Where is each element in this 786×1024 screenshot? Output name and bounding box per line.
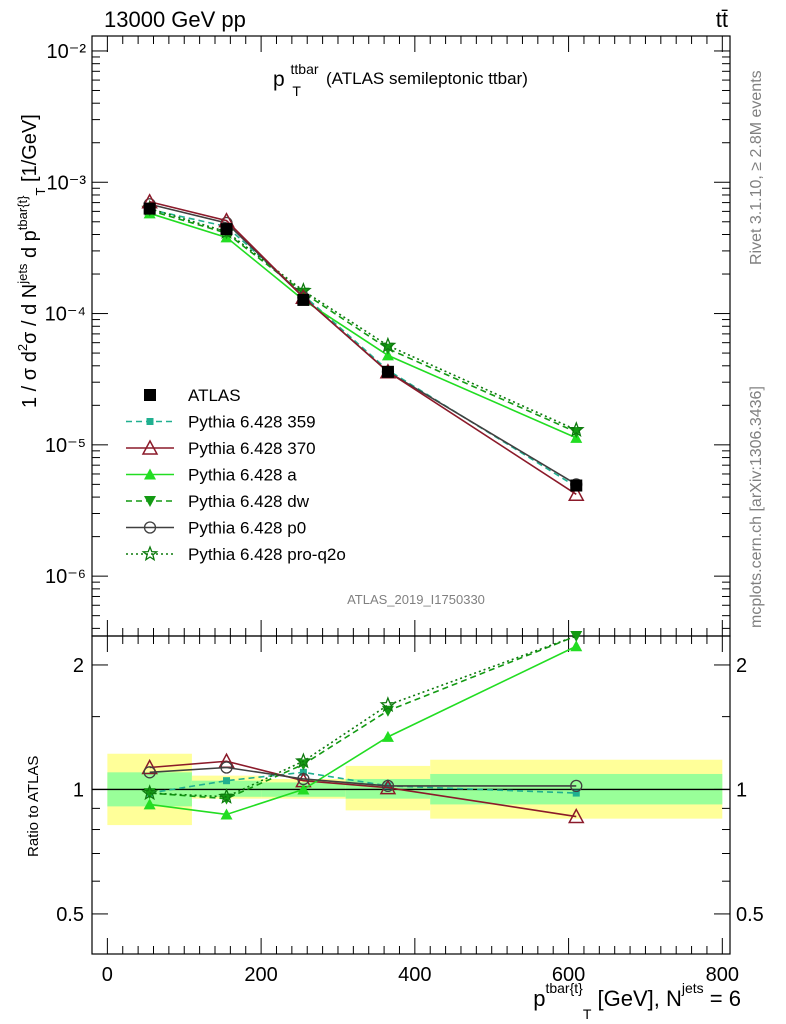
main-ytick-label: 10⁻³ bbox=[47, 172, 87, 194]
ratio-data-point bbox=[143, 798, 156, 810]
legend-label: Pythia 6.428 359 bbox=[188, 413, 316, 432]
ratio-data-point bbox=[297, 772, 310, 786]
title-sup: ttbar bbox=[291, 61, 319, 77]
ratio-data-point bbox=[297, 783, 310, 795]
ratio-series-line bbox=[149, 766, 577, 787]
main-data-point bbox=[297, 293, 310, 306]
legend-label: Pythia 6.428 a bbox=[188, 466, 297, 485]
ratio-ylabel: Ratio to ATLAS bbox=[25, 756, 42, 857]
main-data-point bbox=[379, 336, 397, 353]
legend-label: Pythia 6.428 dw bbox=[188, 492, 310, 511]
ratio-xtick-label: 200 bbox=[244, 964, 277, 986]
ratio-data-point bbox=[568, 807, 585, 824]
legend-marker bbox=[144, 389, 156, 401]
main-ytick-label: 10⁻⁶ bbox=[45, 566, 86, 588]
main-data-point bbox=[381, 349, 394, 361]
ratio-data-point bbox=[141, 758, 158, 775]
main-ytick-label: 10⁻² bbox=[47, 41, 87, 63]
ratio-data-point bbox=[223, 777, 231, 785]
ratio-ytick-label-left: 0.5 bbox=[56, 904, 84, 926]
plot-title: p ttbar T bbox=[273, 56, 324, 99]
ratio-data-point bbox=[572, 789, 580, 797]
ratio-ytick-label-right: 2 bbox=[736, 655, 747, 677]
main-series-line bbox=[149, 207, 577, 431]
legend-marker bbox=[143, 521, 157, 534]
ratio-data-point bbox=[570, 640, 583, 652]
main-ylabel: 1 / σ d2σ / d Njets d ptbar{t}T [1/GeV] bbox=[15, 114, 48, 408]
mcplots-reference-label: mcplots.cern.ch [arXiv:1306.3436] bbox=[748, 386, 765, 628]
ratio-ytick-label-left: 2 bbox=[73, 655, 84, 677]
ratio-series-group bbox=[141, 631, 585, 824]
title-main: p bbox=[273, 68, 285, 91]
legend-label: Pythia 6.428 p0 bbox=[188, 519, 306, 538]
analysis-id-label: ATLAS_2019_I1750330 bbox=[347, 592, 485, 607]
ratio-data-point bbox=[143, 766, 156, 779]
title-sub: T bbox=[292, 83, 301, 99]
legend-marker bbox=[146, 418, 154, 425]
legend-marker bbox=[141, 545, 159, 562]
main-data-point bbox=[381, 365, 394, 378]
main-data-point bbox=[220, 223, 233, 236]
ratio-data-point bbox=[381, 730, 394, 742]
ratio-ytick-label-right: 1 bbox=[736, 779, 747, 801]
rivet-version-label: Rivet 3.1.10, ≥ 2.8M events bbox=[748, 70, 765, 265]
ratio-series-line bbox=[149, 635, 577, 798]
main-data-point bbox=[294, 281, 312, 298]
ratio-data-point bbox=[379, 696, 397, 713]
main-ytick-label: 10⁻⁵ bbox=[45, 435, 86, 457]
ratio-xlabel: ptbar{t}T [GeV], Njets = 6 bbox=[533, 980, 741, 1022]
main-data-point bbox=[567, 421, 585, 437]
ratio-xtick-label: 400 bbox=[398, 964, 431, 986]
energy-label: 13000 GeV pp bbox=[104, 7, 246, 32]
ratio-data-point bbox=[220, 808, 233, 820]
ratio-data-point bbox=[570, 779, 583, 793]
main-data-point bbox=[143, 202, 156, 215]
legend-marker bbox=[144, 468, 156, 480]
ratio-data-point bbox=[220, 761, 233, 774]
legend-marker bbox=[144, 496, 156, 507]
main-series-line bbox=[149, 209, 577, 433]
legend-label: Pythia 6.428 pro-q2o bbox=[188, 545, 346, 564]
ratio-data-point bbox=[381, 779, 395, 793]
main-axis-ticks: 10⁻⁶ 10⁻⁵ 10⁻⁴ 10⁻³ 10⁻² bbox=[45, 36, 730, 636]
process-label: tt̄ bbox=[716, 7, 728, 32]
ratio-xtick-label: 800 bbox=[706, 964, 739, 986]
main-series-group bbox=[141, 193, 585, 502]
ratio-axis-ticks: 0.5 0.5 1 1 2 2 0 200 400 600 800 bbox=[56, 636, 764, 986]
main-data-point bbox=[570, 479, 583, 492]
ratio-ytick-label-right: 0.5 bbox=[736, 904, 764, 926]
main-ytick-label: 10⁻⁴ bbox=[45, 304, 86, 326]
ratio-panel-frame bbox=[91, 635, 731, 955]
ratio-data-point bbox=[379, 779, 397, 795]
ratio-xtick-label: 600 bbox=[552, 964, 585, 986]
legend-label: ATLAS bbox=[188, 386, 241, 405]
legend-label: Pythia 6.428 370 bbox=[188, 439, 316, 458]
ratio-ytick-label-left: 1 bbox=[73, 779, 84, 801]
ratio-data-point bbox=[295, 752, 312, 769]
ratio-data-point bbox=[218, 788, 235, 804]
legend-marker bbox=[141, 439, 159, 455]
ratio-data-point bbox=[570, 631, 583, 642]
ratio-xtick-label: 0 bbox=[102, 964, 113, 986]
title-rest: (ATLAS semileptonic ttbar) bbox=[326, 69, 528, 88]
main-data-point bbox=[568, 485, 585, 502]
legend: ATLAS Pythia 6.428 359 Pythia 6.428 370 Pyt… bbox=[126, 386, 346, 564]
ratio-data-point bbox=[141, 784, 158, 801]
ratio-series-line bbox=[149, 760, 577, 818]
